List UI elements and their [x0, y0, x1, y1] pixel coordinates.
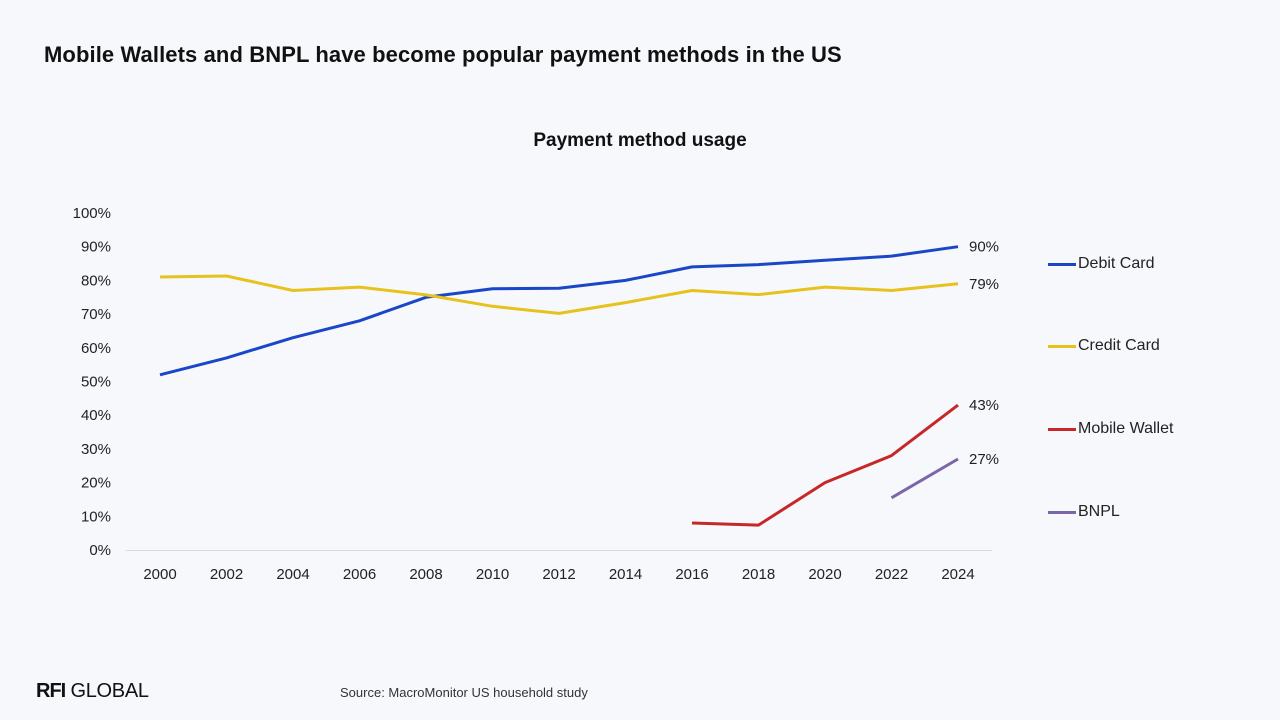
x-tick-label: 2004 — [276, 566, 309, 583]
legend-swatch — [1048, 344, 1076, 348]
x-axis-ticks: 2000 2002 2004 2006 2008 2010 2012 2014 2016 2018… — [143, 566, 974, 583]
x-tick-label: 2022 — [875, 566, 908, 583]
y-tick-label: 50% — [81, 374, 111, 391]
y-tick-label: 40% — [81, 407, 111, 424]
y-tick-label: 10% — [81, 508, 111, 525]
legend-item-debit-card: Debit Card — [1048, 253, 1248, 275]
legend-label: Debit Card — [1078, 255, 1155, 272]
end-label-mobile-wallet: 43% — [969, 397, 999, 414]
series-line-debit-card — [159, 245, 959, 377]
legend-swatch — [1048, 262, 1076, 266]
legend-swatch — [1048, 510, 1076, 514]
x-tick-label: 2002 — [210, 566, 243, 583]
y-tick-label: 20% — [81, 475, 111, 492]
x-tick-label: 2014 — [609, 566, 642, 583]
x-tick-label: 2012 — [542, 566, 575, 583]
headline: Mobile Wallets and BNPL have become popu… — [44, 42, 842, 67]
y-tick-label: 0% — [89, 542, 111, 559]
series-line-credit-card — [159, 274, 959, 315]
end-labels: 90% 79% 43% 27% — [969, 239, 999, 468]
x-tick-label: 2006 — [343, 566, 376, 583]
x-tick-label: 2010 — [476, 566, 509, 583]
source-note: Source: MacroMonitor US household study — [340, 685, 588, 700]
y-tick-label: 80% — [81, 272, 111, 289]
chart-title: Payment method usage — [533, 130, 747, 151]
x-tick-label: 2018 — [742, 566, 775, 583]
series-line-mobile-wallet — [691, 403, 959, 527]
legend-swatch — [1048, 427, 1076, 431]
y-tick-label: 90% — [81, 239, 111, 256]
legend-label: Credit Card — [1078, 337, 1160, 354]
series-lines — [159, 245, 959, 527]
y-tick-label: 70% — [81, 306, 111, 323]
end-label-bnpl: 27% — [969, 451, 999, 468]
x-tick-label: 2000 — [143, 566, 176, 583]
end-label-credit-card: 79% — [969, 276, 999, 293]
x-tick-label: 2020 — [808, 566, 841, 583]
x-tick-label: 2024 — [941, 566, 974, 583]
y-tick-label: 60% — [81, 340, 111, 357]
legend-item-bnpl: BNPL — [1048, 501, 1248, 523]
y-axis-ticks: 0% 10% 20% 30% 40% 50% 60% 70% 80% 90% 100% — [73, 205, 111, 559]
x-tick-label: 2008 — [409, 566, 442, 583]
y-tick-label: 30% — [81, 441, 111, 458]
x-tick-label: 2016 — [675, 566, 708, 583]
rfi-global-logo: RFI GLOBAL — [36, 680, 149, 702]
legend-item-credit-card: Credit Card — [1048, 335, 1248, 357]
legend-label: Mobile Wallet — [1078, 420, 1174, 437]
y-tick-label: 100% — [73, 205, 111, 222]
legend-item-mobile-wallet: Mobile Wallet — [1048, 418, 1248, 440]
legend-label: BNPL — [1078, 503, 1120, 520]
series-line-bnpl — [890, 457, 959, 500]
end-label-debit-card: 90% — [969, 239, 999, 256]
